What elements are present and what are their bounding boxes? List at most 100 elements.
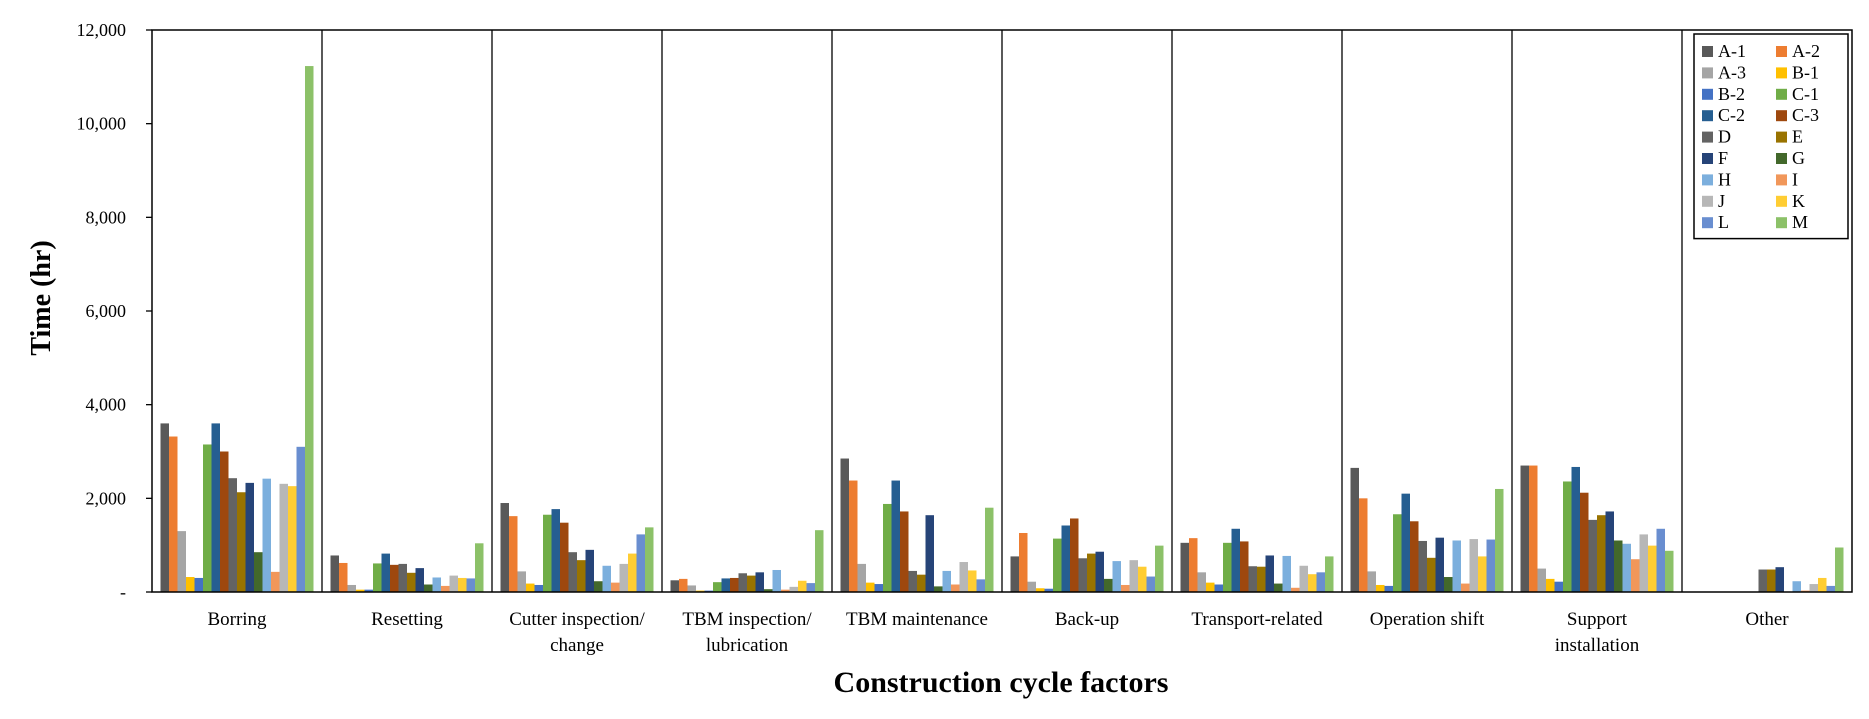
bar-B-2-4 bbox=[874, 584, 883, 592]
y-axis-title: Time (hr) bbox=[26, 240, 57, 355]
legend-swatch-B-2 bbox=[1702, 88, 1713, 100]
bar-K-3 bbox=[798, 580, 807, 592]
category-label: Support bbox=[1567, 609, 1628, 630]
bar-C-3-5 bbox=[1070, 518, 1079, 592]
legend-swatch-H bbox=[1702, 174, 1713, 186]
bar-H-0 bbox=[262, 478, 271, 592]
bar-B-1-5 bbox=[1036, 588, 1045, 592]
bar-F-2 bbox=[585, 549, 594, 592]
bar-F-6 bbox=[1265, 555, 1274, 592]
legend-swatch-C-2 bbox=[1702, 110, 1713, 122]
legend-label-E: E bbox=[1792, 127, 1803, 147]
bar-C-3-1 bbox=[390, 564, 399, 592]
legend-swatch-K bbox=[1776, 195, 1787, 207]
bar-G-3 bbox=[764, 589, 773, 592]
legend-label-I: I bbox=[1792, 169, 1798, 189]
bar-J-9 bbox=[1809, 584, 1818, 592]
bar-A-3-3 bbox=[687, 585, 696, 592]
bar-A-1-8 bbox=[1520, 465, 1529, 592]
y-tick-label: 4,000 bbox=[86, 395, 127, 415]
bar-A-2-6 bbox=[1189, 538, 1198, 592]
category-label: Back-up bbox=[1055, 609, 1119, 630]
legend-label-B-1: B-1 bbox=[1792, 62, 1819, 82]
legend-swatch-D bbox=[1702, 131, 1713, 143]
category-label: Resetting bbox=[371, 609, 443, 630]
bar-C-1-2 bbox=[543, 514, 552, 592]
bar-M-2 bbox=[645, 527, 654, 592]
bar-C-1-8 bbox=[1563, 481, 1572, 592]
y-tick-label: 6,000 bbox=[86, 301, 127, 321]
bar-A-3-4 bbox=[857, 563, 866, 592]
bar-A-1-4 bbox=[840, 458, 849, 592]
bar-M-5 bbox=[1155, 545, 1164, 592]
bar-E-4 bbox=[917, 574, 926, 592]
legend-label-G: G bbox=[1792, 148, 1805, 168]
bar-C-3-0 bbox=[220, 451, 229, 592]
category-label: lubrication bbox=[706, 635, 789, 656]
bar-K-6 bbox=[1308, 574, 1317, 592]
bar-C-2-5 bbox=[1061, 525, 1070, 592]
bar-B-2-1 bbox=[364, 589, 373, 592]
bar-A-1-2 bbox=[500, 503, 509, 592]
bar-A-3-2 bbox=[517, 571, 526, 592]
bar-F-9 bbox=[1775, 567, 1784, 592]
bar-M-4 bbox=[985, 507, 994, 592]
bar-J-0 bbox=[279, 483, 288, 592]
bar-D-5 bbox=[1078, 558, 1087, 592]
bar-G-4 bbox=[934, 586, 943, 592]
axes bbox=[146, 29, 1853, 593]
bar-K-7 bbox=[1478, 556, 1487, 592]
legend-swatch-M bbox=[1776, 217, 1787, 229]
category-label: TBM maintenance bbox=[846, 609, 988, 630]
bar-B-1-0 bbox=[186, 577, 195, 592]
bar-C-1-4 bbox=[883, 503, 892, 592]
bar-C-2-4 bbox=[891, 480, 900, 592]
bar-I-0 bbox=[271, 571, 280, 592]
bar-A-2-0 bbox=[169, 436, 178, 592]
bar-D-9 bbox=[1758, 569, 1767, 592]
y-tick-label: - bbox=[120, 582, 126, 602]
legend-swatch-J bbox=[1702, 195, 1713, 207]
legend-swatch-A-3 bbox=[1702, 67, 1713, 79]
bar-I-3 bbox=[781, 589, 790, 592]
x-axis-title: Construction cycle factors bbox=[834, 666, 1169, 699]
x-category-labels: Borring Resetting Cutter inspection/change… bbox=[207, 609, 1789, 656]
bar-C-3-4 bbox=[900, 511, 909, 592]
bar-M-9 bbox=[1835, 547, 1844, 592]
bar-E-0 bbox=[237, 492, 246, 592]
legend-swatch-A-2 bbox=[1776, 46, 1787, 57]
legend-label-C-2: C-2 bbox=[1718, 105, 1745, 125]
bar-E-7 bbox=[1427, 557, 1436, 592]
bar-C-2-2 bbox=[551, 509, 560, 592]
bar-C-2-8 bbox=[1571, 466, 1580, 592]
bar-J-2 bbox=[619, 563, 628, 592]
bar-K-1 bbox=[458, 577, 467, 592]
bar-A-1-7 bbox=[1350, 467, 1359, 592]
bar-B-1-1 bbox=[356, 589, 365, 592]
bar-F-3 bbox=[755, 572, 764, 592]
bar-L-5 bbox=[1146, 576, 1155, 592]
bar-E-3 bbox=[747, 575, 756, 592]
bar-L-8 bbox=[1656, 528, 1665, 592]
bar-C-2-6 bbox=[1231, 528, 1240, 592]
bar-G-7 bbox=[1444, 577, 1453, 592]
legend-swatch-C-3 bbox=[1776, 110, 1787, 122]
bar-L-2 bbox=[636, 534, 645, 592]
bar-C-3-8 bbox=[1580, 492, 1589, 592]
bar-M-3 bbox=[815, 530, 824, 592]
bar-J-1 bbox=[449, 575, 458, 592]
bar-A-3-7 bbox=[1367, 571, 1376, 592]
bar-A-1-6 bbox=[1180, 542, 1189, 592]
bar-L-6 bbox=[1316, 572, 1325, 592]
bar-B-2-6 bbox=[1214, 584, 1223, 592]
bar-H-2 bbox=[602, 565, 611, 592]
bar-C-2-0 bbox=[211, 423, 220, 592]
legend-label-H: H bbox=[1718, 169, 1731, 189]
bar-H-5 bbox=[1112, 561, 1121, 592]
bar-H-8 bbox=[1622, 543, 1631, 592]
bar-M-8 bbox=[1665, 550, 1674, 592]
bar-A-2-4 bbox=[849, 480, 858, 592]
bar-H-6 bbox=[1282, 555, 1291, 592]
bar-D-0 bbox=[228, 478, 237, 592]
legend-label-M: M bbox=[1792, 212, 1808, 232]
